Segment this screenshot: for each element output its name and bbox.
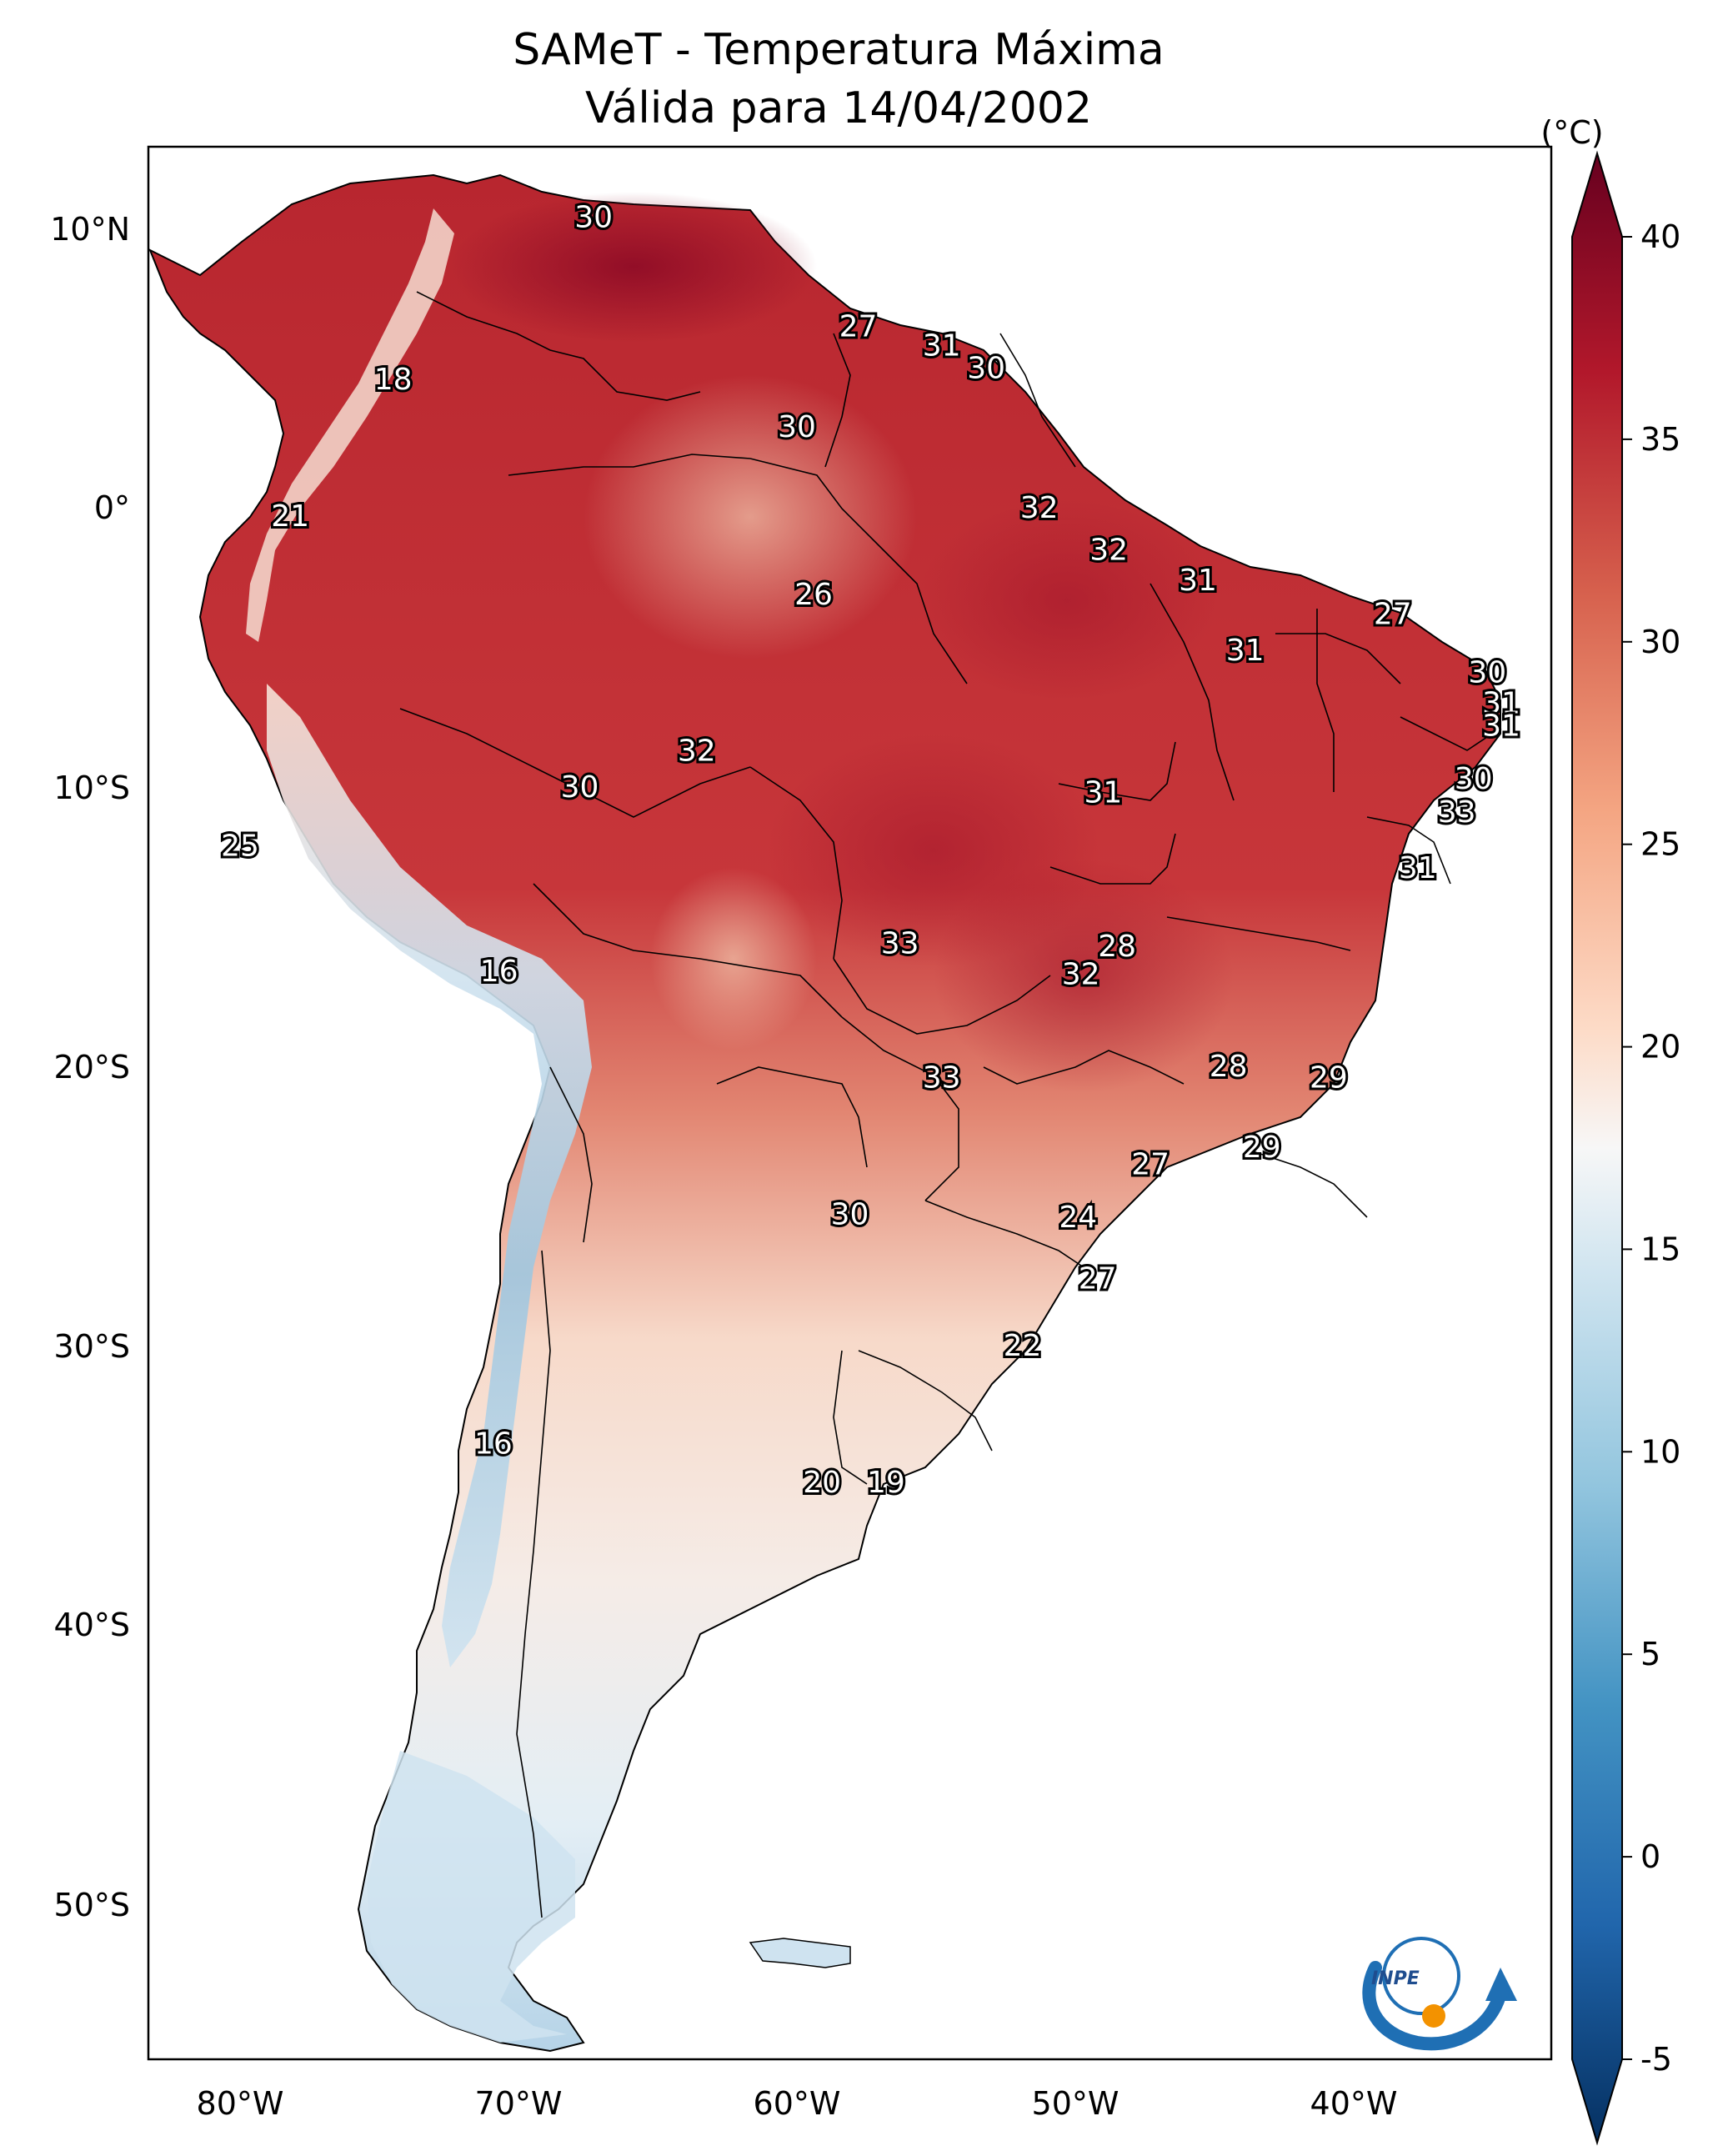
city-temperature-label: 30 [967,352,1005,386]
longitude-labels: 80°W 70°W 60°W 50°W 40°W [197,2085,1398,2122]
colorbar-bar [1571,150,1623,2146]
lat-label: 20°S [54,1049,130,1086]
colorbar-tick-label: 10 [1640,1433,1680,1470]
city-temperature-label: 21 [271,499,309,534]
inpe-logo: INPE [1362,1937,1517,2051]
city-temperature-label: 16 [480,955,518,989]
city-temperature-label: 31 [1084,776,1122,810]
latitude-labels: 10°N 0° 10°S 20°S 30°S 40°S 50°S [50,211,130,1923]
city-temperature-label: 31 [1482,709,1520,743]
city-temperature-label: 27 [839,309,878,343]
lon-label: 40°W [1310,2085,1398,2122]
colorbar-tick-label: 0 [1640,1838,1660,1875]
city-temperature-label: 22 [1004,1329,1042,1363]
colorbar-tick-label: 35 [1640,421,1680,458]
colorbar-tick-label: 40 [1640,218,1680,255]
city-temperature-label: 30 [831,1198,869,1232]
city-temperature-label: 32 [678,734,716,768]
pale-core-amazon [584,375,917,659]
lat-label: 10°S [54,770,130,806]
city-temperature-label: 33 [881,927,919,961]
city-temperature-label: 20 [803,1466,841,1500]
lat-label: 10°N [50,211,130,248]
lon-label: 60°W [754,2085,841,2122]
colorbar-ticks: 40 35 30 25 20 15 10 5 0 -5 [1622,218,1680,2078]
andes-cool-band [267,684,592,1667]
colorbar-unit: (°C) [1540,114,1603,151]
hot-core-venezuela [450,192,817,342]
inpe-logo-ring-icon [1382,1937,1460,2015]
city-temperature-label: 19 [867,1466,905,1500]
city-temperature-label: 26 [794,578,833,612]
inpe-logo-orange-dot-icon [1422,2004,1445,2028]
city-temperature-label: 28 [1210,1050,1248,1084]
pale-core-bolivia [650,867,817,1050]
city-temperature-label: 30 [574,201,613,235]
city-temperature-label: 27 [1079,1262,1117,1296]
city-temperature-label: 32 [1089,533,1128,567]
map-frame [147,145,1553,2061]
lon-label: 70°W [475,2085,563,2122]
colorbar-tick-label: -5 [1640,2041,1672,2078]
colorbar-tick-label: 5 [1640,1636,1660,1672]
colorbar-tick-label: 30 [1640,624,1680,660]
city-temperature-label: 31 [1482,687,1520,721]
lat-label: 30°S [54,1328,130,1365]
city-temperature-label: 29 [1243,1131,1281,1165]
lat-label: 50°S [54,1887,130,1923]
inpe-logo-swoosh-icon [1362,1961,1507,2051]
city-temperature-label: 25 [221,829,259,863]
colorbar-tick-label: 25 [1640,826,1680,863]
hot-core-mato-grosso [767,734,1100,967]
colorbar-tick-label: 20 [1640,1029,1680,1065]
colorbar-tick-label: 15 [1640,1231,1680,1267]
map-title-line2: Válida para 14/04/2002 [585,83,1092,133]
hot-core-amazon [917,500,1217,700]
falkland-islands [749,1938,851,1968]
city-temperature-label: 27 [1131,1147,1170,1181]
inpe-logo-text: INPE [1371,1968,1420,1989]
patagonia-cool [367,1751,575,2043]
lon-label: 50°W [1032,2085,1119,2122]
city-temperature-label: 30 [561,770,599,805]
lat-label: 0° [94,489,130,526]
city-temperature-label: 16 [474,1426,513,1461]
city-temperature-label: 29 [1310,1060,1348,1095]
city-temperature-label: 24 [1059,1201,1097,1235]
city-temperature-label: 33 [923,1060,961,1095]
city-temperature-label: 31 [923,329,961,364]
country-borders [399,291,1493,1918]
map-area [148,147,1551,2059]
lat-label: 40°S [54,1607,130,1643]
city-temperature-label: 32 [1062,957,1100,991]
city-temperature-label: 30 [1455,762,1493,796]
city-temperature-label: 28 [1098,930,1136,964]
city-temperature-label: 31 [1226,634,1265,668]
colorbar: (°C) 40 35 30 25 20 15 10 5 0 -5 [1540,114,1680,2146]
city-temperature-label: 30 [778,410,816,444]
city-temperature-label: 18 [374,363,413,397]
city-temperature-label: 27 [1374,597,1412,631]
north-andes-cool-streak [246,208,454,642]
lon-label: 80°W [197,2085,284,2122]
city-temperature-label: 31 [1179,564,1217,598]
inpe-logo-arrow-icon [1485,1968,1517,2001]
city-temperature-label: 32 [1020,491,1059,525]
city-temperature-label: 31 [1399,851,1437,885]
map-title-line1: SAMeT - Temperatura Máxima [513,25,1164,75]
city-temperature-label: 33 [1438,795,1476,830]
city-temperature-label: 30 [1468,656,1506,690]
